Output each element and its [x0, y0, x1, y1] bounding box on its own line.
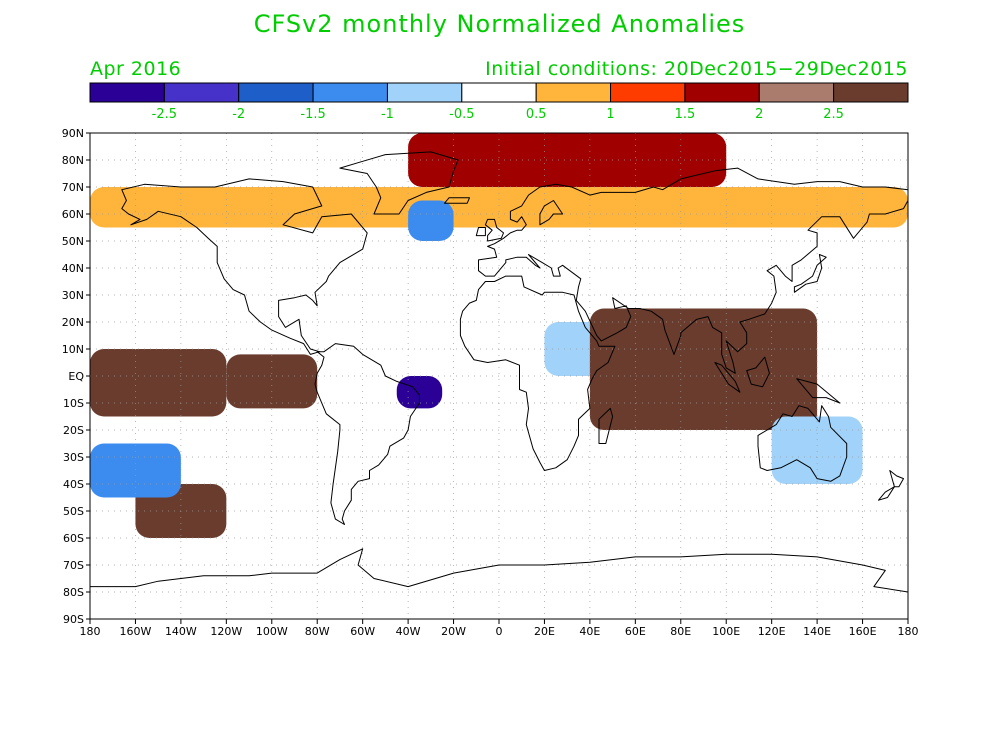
- colorbar-tick-label: -2: [232, 107, 245, 122]
- lat-tick-label: 10S: [63, 397, 84, 410]
- coastline-south-america: [314, 343, 420, 525]
- lon-tick-label: 140E: [803, 625, 831, 638]
- coastline-scandinavia-sea: [539, 200, 564, 226]
- coastline-japan: [793, 254, 827, 293]
- colorbar-tick-label: -1: [381, 107, 394, 122]
- lat-tick-label: 60S: [63, 532, 84, 545]
- lon-tick-label: 160E: [849, 625, 877, 638]
- colorbar-tick-label: 2.5: [823, 107, 844, 122]
- lat-tick-label: 10N: [62, 343, 84, 356]
- coastline-africa: [459, 275, 616, 471]
- lon-tick-label: 60E: [625, 625, 646, 638]
- colorbar-tick-label: -0.5: [449, 107, 474, 122]
- lon-tick-label: 120W: [210, 625, 242, 638]
- colorbar-tick-label: 1: [606, 107, 614, 122]
- coastline-iceland: [444, 197, 470, 204]
- colorbar-swatch: [386, 82, 463, 103]
- lat-tick-label: 80N: [62, 154, 84, 167]
- lon-tick-label: 160W: [120, 625, 152, 638]
- coastline-ireland: [475, 227, 486, 237]
- lat-tick-label: 60N: [62, 208, 84, 221]
- lat-tick-label: 90N: [62, 127, 84, 140]
- lat-tick-label: EQ: [68, 370, 84, 383]
- colorbar-tick-label: 1.5: [675, 107, 696, 122]
- lat-tick-label: 80S: [63, 586, 84, 599]
- anomaly-region: [90, 187, 908, 228]
- coastline-eurasia: [478, 167, 908, 374]
- lon-tick-label: 140W: [165, 625, 197, 638]
- colorbar-swatch: [461, 82, 537, 103]
- colorbar-tick-label: -1.5: [300, 107, 325, 122]
- coastline-north-america: [121, 178, 368, 355]
- coastline-greenland: [339, 151, 459, 215]
- colorbar: [89, 82, 909, 103]
- lat-tick-label: 40N: [62, 262, 84, 275]
- lon-tick-label: 180: [898, 625, 919, 638]
- lat-tick-label: 90S: [63, 613, 84, 626]
- lat-tick-label: 50S: [63, 505, 84, 518]
- anomaly-region: [589, 308, 818, 430]
- coastline-new-zealand: [889, 470, 904, 488]
- initial-conditions: Initial conditions: 20Dec2015−29Dec2015: [485, 58, 908, 80]
- lat-tick-label: 50N: [62, 235, 84, 248]
- lon-tick-label: 20E: [534, 625, 555, 638]
- longitude-axis: 180 160W 140W 120W 100W 80W 60W 40W 20W 0 20E 40E 60…: [80, 619, 919, 638]
- lat-tick-label: 20N: [62, 316, 84, 329]
- coastline-uk: [484, 218, 504, 242]
- lon-tick-label: 0: [496, 625, 503, 638]
- coastline-new-zealand-south: [878, 486, 895, 501]
- anomaly-region: [396, 376, 443, 409]
- coastline-sumatra: [714, 362, 741, 393]
- colorbar-swatch: [610, 82, 686, 103]
- colorbar-swatch: [535, 82, 612, 103]
- coastline-australia: [757, 405, 848, 482]
- colorbar-swatch: [833, 82, 909, 103]
- colorbar-swatch: [238, 82, 314, 103]
- lat-tick-label: 70N: [62, 181, 84, 194]
- lon-tick-label: 40W: [396, 625, 421, 638]
- colorbar-ticks: -2.5 -2 -1.5 -1 -0.5 0.5 1 1.5 2 2.5: [152, 107, 844, 122]
- lon-tick-label: 120E: [758, 625, 786, 638]
- anomaly-region: [408, 200, 454, 241]
- anomaly-region: [90, 349, 227, 417]
- colorbar-tick-label: 0.5: [526, 107, 547, 122]
- colorbar-tick-label: 2: [755, 107, 763, 122]
- colorbar-swatch: [163, 82, 240, 103]
- continent-outlines: [90, 151, 908, 619]
- latitude-axis: 90N 80N 70N 60N 50N 40N 30N 20N 10N EQ 10S 20S 30S 40…: [62, 127, 90, 626]
- lat-tick-label: 40S: [63, 478, 84, 491]
- coastline-antarctica: [90, 548, 908, 619]
- anomaly-region: [226, 354, 318, 409]
- forecast-month: Apr 2016: [90, 58, 182, 80]
- colorbar-tick-label: -2.5: [152, 107, 177, 122]
- colorbar-swatch: [684, 82, 760, 103]
- anomaly-region: [408, 133, 727, 187]
- lon-tick-label: 100W: [256, 625, 288, 638]
- lon-tick-label: 20W: [441, 625, 466, 638]
- coastline-borneo: [746, 356, 770, 388]
- lon-tick-label: 60W: [350, 625, 375, 638]
- lat-tick-label: 30N: [62, 289, 84, 302]
- colorbar-swatch: [758, 82, 835, 103]
- page-title: CFSv2 monthly Normalized Anomalies: [253, 10, 746, 38]
- coastline-new-guinea: [796, 378, 841, 404]
- lon-tick-label: 80W: [305, 625, 330, 638]
- lat-tick-label: 30S: [63, 451, 84, 464]
- lon-tick-label: 180: [80, 625, 101, 638]
- lat-tick-label: 20S: [63, 424, 84, 437]
- anomaly-region: [771, 416, 863, 484]
- lat-tick-label: 70S: [63, 559, 84, 572]
- lon-tick-label: 100E: [712, 625, 740, 638]
- colorbar-swatch: [312, 82, 388, 103]
- anomaly-region: [90, 443, 181, 498]
- lon-tick-label: 40E: [579, 625, 600, 638]
- coastline-madagascar: [598, 407, 614, 444]
- lon-tick-label: 80E: [670, 625, 691, 638]
- colorbar-swatch: [89, 82, 165, 103]
